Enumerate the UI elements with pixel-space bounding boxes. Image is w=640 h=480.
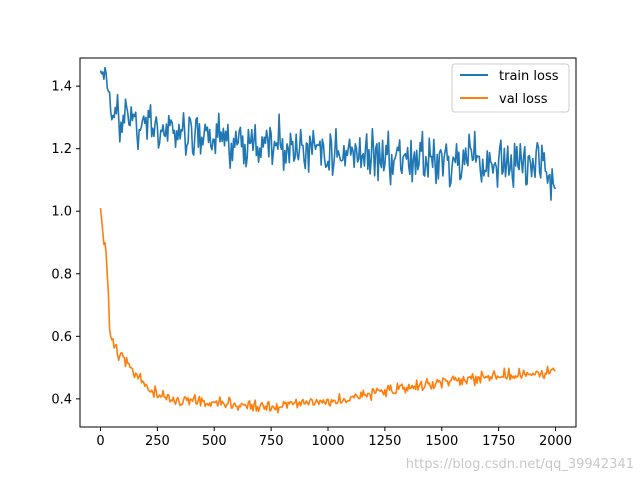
x-tick-label: 500 [202, 434, 227, 449]
legend-label-train-loss: train loss [499, 69, 559, 84]
legend: train loss val loss [451, 63, 570, 113]
y-axis-ticks: 0.4 0.6 0.8 1.0 1.2 1.4 [51, 80, 80, 407]
x-tick-label: 2000 [539, 434, 572, 449]
x-tick-label: 1500 [425, 434, 458, 449]
series-line-val-loss [99, 208, 556, 414]
y-tick-label: 1.2 [51, 142, 72, 157]
y-tick-label: 0.8 [51, 267, 72, 282]
x-tick-label: 0 [96, 434, 104, 449]
series-line-train-loss [99, 66, 557, 201]
y-tick-label: 1.0 [51, 205, 72, 220]
x-tick-label: 1000 [311, 434, 344, 449]
x-tick-label: 1250 [368, 434, 401, 449]
x-tick-label: 250 [145, 434, 170, 449]
plot-lines [99, 66, 557, 414]
legend-label-val-loss: val loss [499, 92, 548, 107]
y-tick-label: 0.4 [51, 392, 72, 407]
watermark: https://blog.csdn.net/qq_39942341 [405, 457, 634, 472]
y-tick-label: 0.6 [51, 330, 72, 345]
y-tick-label: 1.4 [51, 80, 72, 95]
x-tick-label: 1750 [482, 434, 515, 449]
axes-frame [79, 57, 577, 428]
x-axis-ticks: 0 250 500 750 1000 1250 1500 1750 2000 [96, 427, 572, 449]
x-tick-label: 750 [259, 434, 284, 449]
